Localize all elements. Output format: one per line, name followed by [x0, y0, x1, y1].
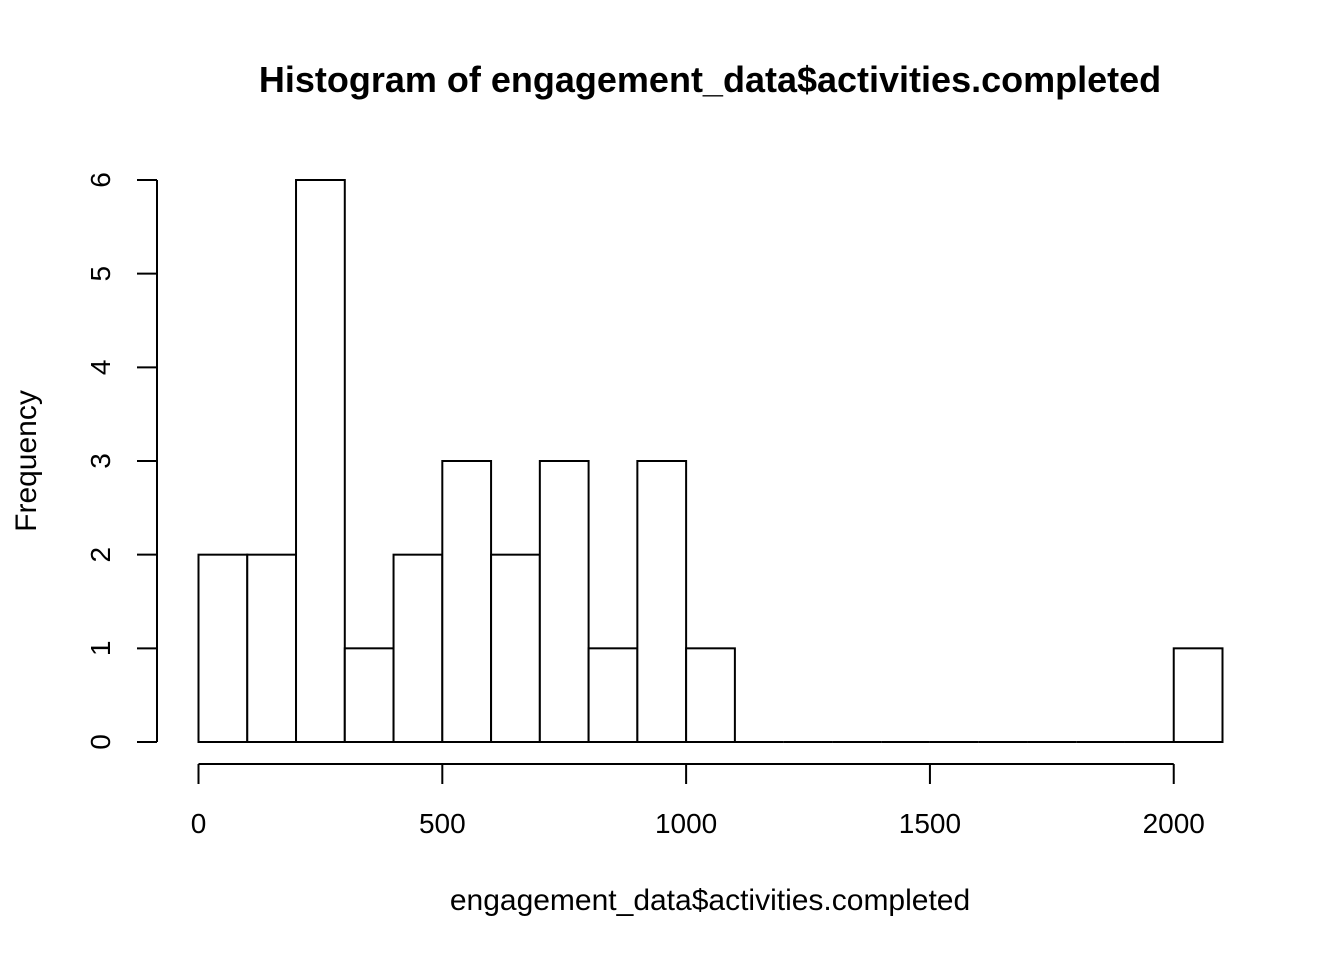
histogram-bar [343, 647, 395, 743]
x-tick-label: 2000 [1143, 808, 1205, 839]
chart-title: Histogram of engagement_data$activities.… [259, 59, 1161, 100]
x-tick-label: 500 [419, 808, 466, 839]
histogram-bar [538, 460, 590, 743]
y-tick-label: 2 [85, 547, 116, 563]
histogram-bar [490, 553, 541, 744]
histogram-bar [685, 647, 736, 743]
y-tick-label: 3 [85, 453, 116, 469]
bars-group [197, 179, 1224, 744]
x-axis: 0 500 1000 1500 2000 [191, 763, 1205, 839]
histogram-bar [1172, 647, 1224, 743]
histogram-bar [197, 553, 249, 744]
x-tick-label: 1000 [655, 808, 717, 839]
histogram-bar [295, 179, 346, 743]
histogram-bar [392, 553, 444, 744]
y-axis: 0 1 2 3 4 5 6 [85, 172, 158, 750]
histogram-bar [246, 553, 298, 744]
x-tick-label: 0 [191, 808, 207, 839]
y-axis-label: Frequency [10, 390, 43, 532]
y-tick-label: 5 [85, 266, 116, 282]
x-tick-label: 1500 [899, 808, 961, 839]
y-tick-label: 1 [85, 641, 116, 657]
y-tick-label: 6 [85, 172, 116, 188]
histogram-bar [636, 460, 688, 743]
histogram-bar [587, 647, 639, 743]
y-tick-label: 4 [85, 360, 116, 376]
x-axis-label: engagement_data$activities.completed [450, 884, 970, 917]
y-tick-label: 0 [85, 734, 116, 750]
histogram-bar [441, 460, 493, 743]
